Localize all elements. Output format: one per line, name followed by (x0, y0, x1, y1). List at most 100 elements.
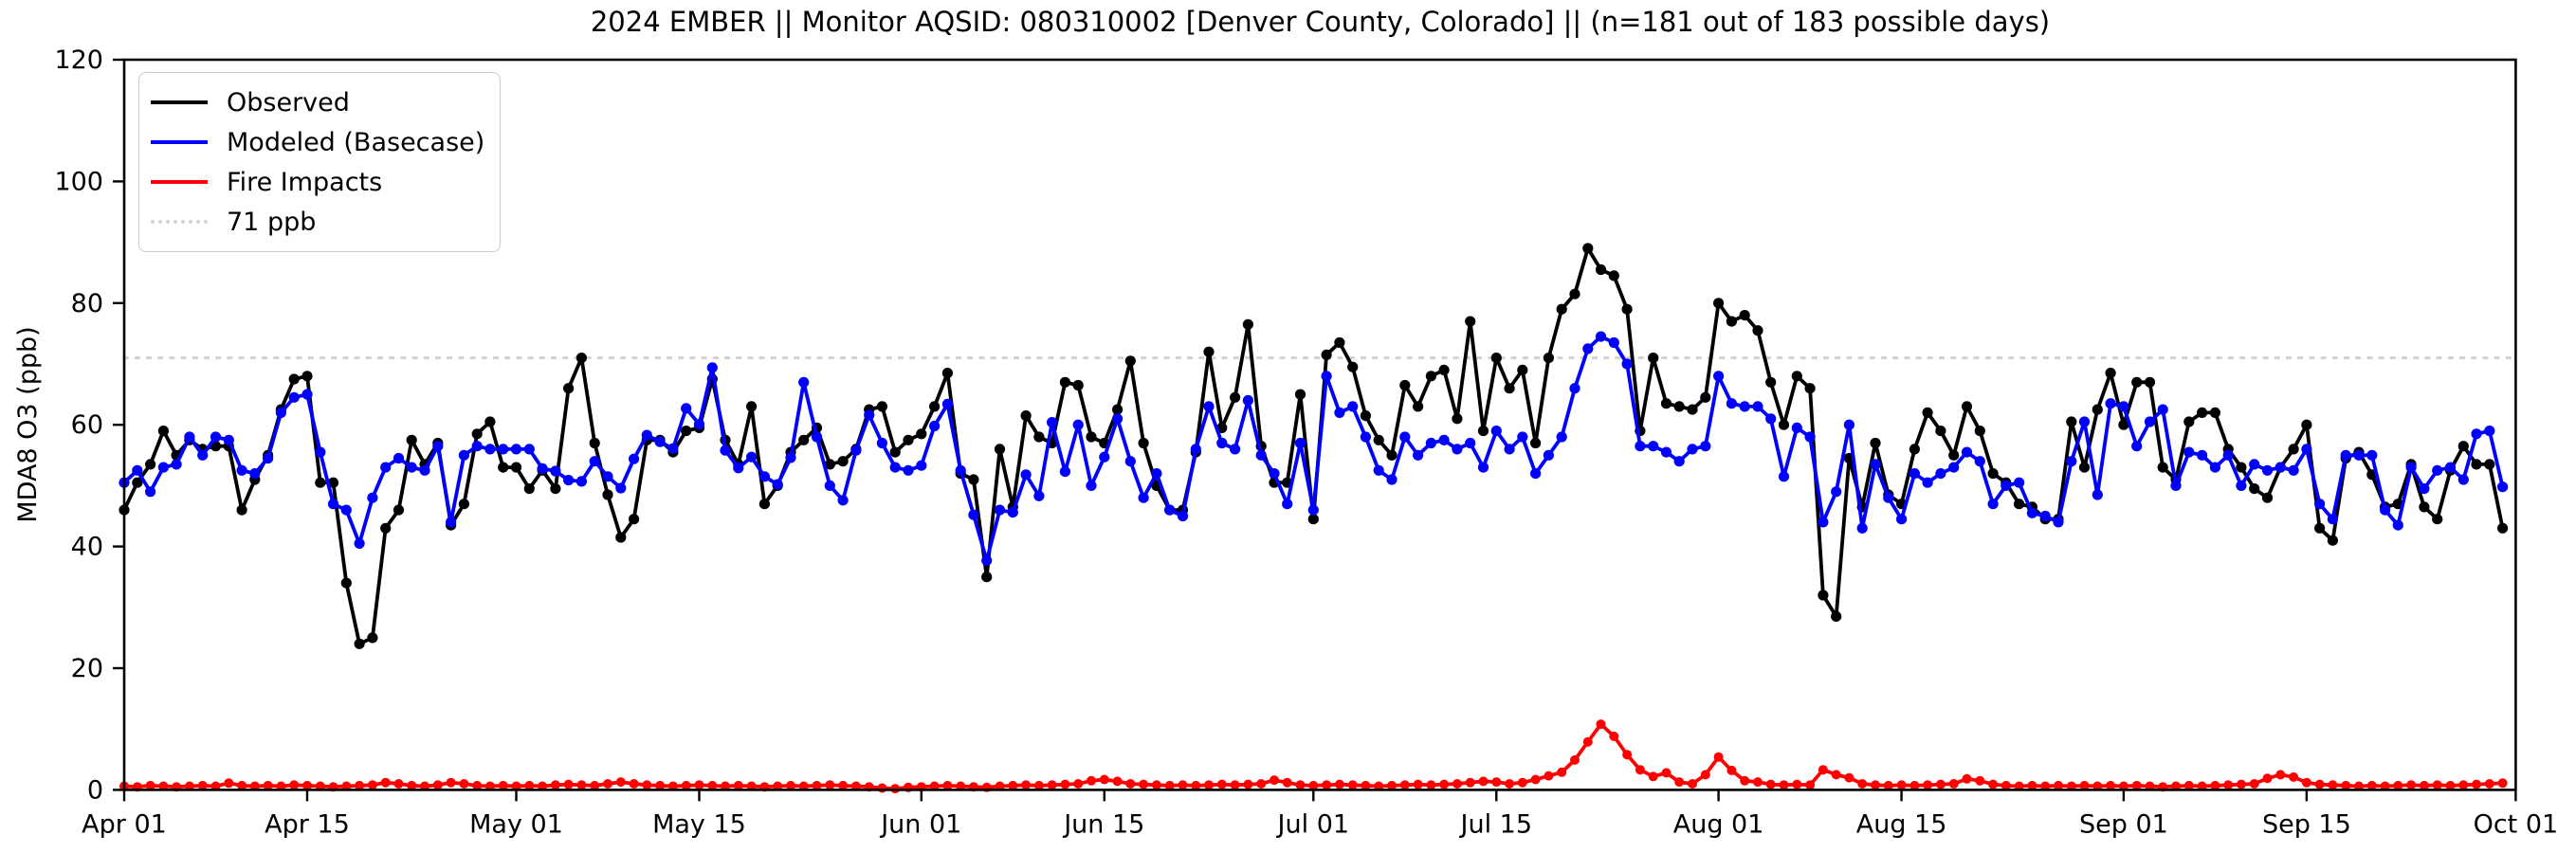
data-point (968, 474, 979, 485)
data-point (1948, 462, 1960, 473)
data-point (994, 504, 1006, 516)
data-point (1844, 772, 1854, 783)
legend-item-modeled: Modeled (Basecase) (151, 122, 500, 162)
x-tick-label: Jun 01 (879, 809, 961, 839)
legend-line-sample-modeled (151, 140, 208, 144)
data-point (1779, 780, 1789, 790)
x-tick-label: May 01 (469, 809, 563, 839)
data-point (1164, 780, 1175, 790)
data-point (995, 781, 1005, 791)
data-point (1478, 776, 1489, 787)
data-point (1230, 444, 1241, 455)
data-point (2092, 489, 2103, 500)
y-tick-label: 60 (71, 410, 103, 440)
data-point (1765, 376, 1777, 388)
data-point (589, 437, 600, 449)
data-point (484, 416, 496, 427)
data-point (1033, 431, 1045, 443)
data-point (1256, 779, 1267, 789)
data-point (340, 577, 352, 589)
data-point (184, 781, 194, 791)
data-point (2118, 781, 2128, 791)
data-point (1962, 773, 1972, 784)
data-point (837, 495, 849, 506)
data-point (1595, 263, 1607, 276)
data-point (1439, 779, 1450, 789)
data-point (2275, 462, 2286, 473)
data-point (1688, 779, 1697, 789)
data-point (2301, 419, 2312, 430)
data-point (1059, 466, 1070, 478)
data-point (1138, 437, 1149, 449)
data-point (1347, 401, 1359, 412)
data-point (210, 431, 222, 443)
data-point (1765, 413, 1777, 425)
data-point (302, 780, 312, 790)
data-point (2275, 770, 2286, 780)
x-tick-label: Jun 15 (1062, 809, 1144, 839)
data-point (642, 780, 652, 790)
data-point (2301, 777, 2311, 788)
data-point (1386, 474, 1398, 485)
data-point (1386, 449, 1398, 461)
data-point (315, 781, 325, 791)
data-point (380, 522, 392, 534)
data-point (237, 780, 247, 790)
data-point (1139, 779, 1149, 789)
data-point (2001, 480, 2012, 491)
data-point (929, 401, 941, 412)
data-point (1871, 780, 1880, 790)
data-point (132, 464, 143, 476)
data-point (1909, 780, 1920, 790)
data-point (1530, 774, 1541, 785)
data-point (746, 781, 757, 791)
data-point (354, 537, 365, 550)
data-point (1490, 426, 1502, 437)
data-point (2183, 416, 2195, 427)
data-point (2354, 781, 2364, 791)
data-point (942, 780, 953, 790)
data-point (1033, 490, 1045, 501)
data-point (538, 781, 548, 791)
data-point (929, 420, 941, 432)
y-tick-label: 40 (71, 533, 103, 562)
legend-line-sample-observed (151, 100, 208, 104)
data-point (2066, 456, 2077, 467)
data-point (1530, 468, 1542, 480)
data-point (458, 449, 469, 461)
data-point (758, 471, 771, 482)
data-point (1726, 765, 1737, 775)
data-point (2249, 779, 2259, 789)
data-point (263, 780, 273, 790)
x-tick-label: Apr 15 (265, 809, 350, 839)
data-point (1987, 499, 1999, 510)
data-point (2078, 462, 2091, 473)
data-point (2053, 517, 2064, 528)
data-point (956, 781, 966, 791)
data-point (1491, 777, 1502, 788)
data-point (1530, 437, 1542, 449)
data-point (1543, 449, 1554, 461)
data-point (1243, 779, 1253, 789)
data-point (2026, 507, 2037, 518)
data-point (1870, 459, 1881, 470)
data-point (2484, 459, 2495, 470)
data-point (941, 368, 954, 379)
data-point (876, 437, 888, 449)
data-point (1935, 468, 1946, 480)
x-axis-ticks: Apr 01 Apr 15 May 01 May 15 Jun 01 Jun 15 Jul … (82, 789, 2558, 839)
data-point (406, 434, 417, 445)
data-point (1347, 361, 1359, 372)
data-point (2262, 773, 2273, 784)
data-point (1413, 779, 1423, 789)
data-point (2380, 504, 2391, 516)
data-point (1804, 431, 1816, 443)
data-point (472, 780, 483, 790)
data-point (1151, 780, 1161, 790)
data-point (341, 781, 352, 791)
y-axis-ticks: 0 20 40 60 80 100 120 (54, 45, 124, 805)
data-point (367, 492, 378, 503)
data-point (1269, 468, 1280, 480)
data-point (2144, 376, 2156, 388)
data-point (707, 780, 718, 790)
